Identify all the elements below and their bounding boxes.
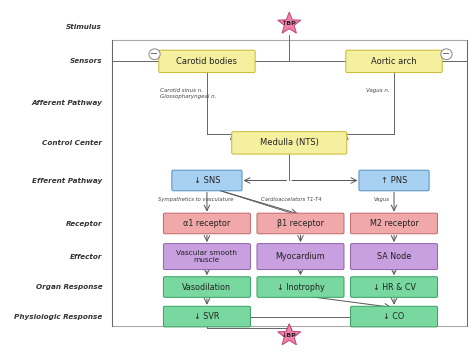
FancyBboxPatch shape [164,213,250,234]
Text: ↓ HR & CV: ↓ HR & CV [373,283,416,291]
FancyBboxPatch shape [232,132,347,154]
Text: Receptor: Receptor [65,220,102,227]
Text: −: − [150,49,159,59]
Text: Carotid sinus n.
Glossopharyngeal n.: Carotid sinus n. Glossopharyngeal n. [160,88,217,99]
FancyBboxPatch shape [159,50,255,73]
Text: Sympathetics to vasculature: Sympathetics to vasculature [158,197,234,202]
FancyBboxPatch shape [346,50,442,73]
FancyBboxPatch shape [351,277,438,297]
Text: Organ Response: Organ Response [36,284,102,290]
FancyBboxPatch shape [164,244,250,270]
Text: ↓ SNS: ↓ SNS [194,176,220,185]
Text: SA Node: SA Node [377,252,411,261]
Text: Stimulus: Stimulus [66,24,102,30]
Text: ↑BP: ↑BP [282,21,297,26]
Polygon shape [278,324,301,345]
Text: Vasodilation: Vasodilation [182,283,231,291]
Text: ↑ PNS: ↑ PNS [381,176,407,185]
Circle shape [441,49,452,59]
Text: −: − [442,49,450,59]
Text: ↓ SVR: ↓ SVR [194,312,219,321]
Text: Sensors: Sensors [70,58,102,64]
FancyBboxPatch shape [359,170,429,191]
Text: Vagus: Vagus [374,197,390,202]
FancyBboxPatch shape [257,213,344,234]
FancyBboxPatch shape [164,277,250,297]
Text: ↓ Inotrophy: ↓ Inotrophy [277,283,324,291]
Text: Physiologic Response: Physiologic Response [14,314,102,320]
Text: Aortic arch: Aortic arch [371,57,417,66]
FancyBboxPatch shape [351,213,438,234]
Text: Vagus n.: Vagus n. [366,88,390,93]
FancyBboxPatch shape [164,306,250,327]
Text: α1 receptor: α1 receptor [183,219,230,228]
Text: Carotid bodies: Carotid bodies [176,57,237,66]
Circle shape [149,49,160,59]
Text: β1 receptor: β1 receptor [277,219,324,228]
FancyBboxPatch shape [351,244,438,270]
FancyBboxPatch shape [351,306,438,327]
Text: Efferent Pathway: Efferent Pathway [32,177,102,183]
Text: Medulla (NTS): Medulla (NTS) [260,138,319,147]
Text: Afferent Pathway: Afferent Pathway [31,100,102,106]
Text: M2 receptor: M2 receptor [370,219,419,228]
FancyBboxPatch shape [257,244,344,270]
Text: Vascular smooth
muscle: Vascular smooth muscle [176,250,237,263]
FancyBboxPatch shape [172,170,242,191]
Text: Cardioaccelators T1-T4: Cardioaccelators T1-T4 [261,197,322,202]
Polygon shape [278,12,301,33]
Text: ↓BP: ↓BP [282,333,297,338]
Text: ↓ CO: ↓ CO [383,312,405,321]
Text: Myocardium: Myocardium [275,252,325,261]
Text: Effector: Effector [70,253,102,259]
Text: Control Center: Control Center [42,140,102,146]
FancyBboxPatch shape [257,277,344,297]
